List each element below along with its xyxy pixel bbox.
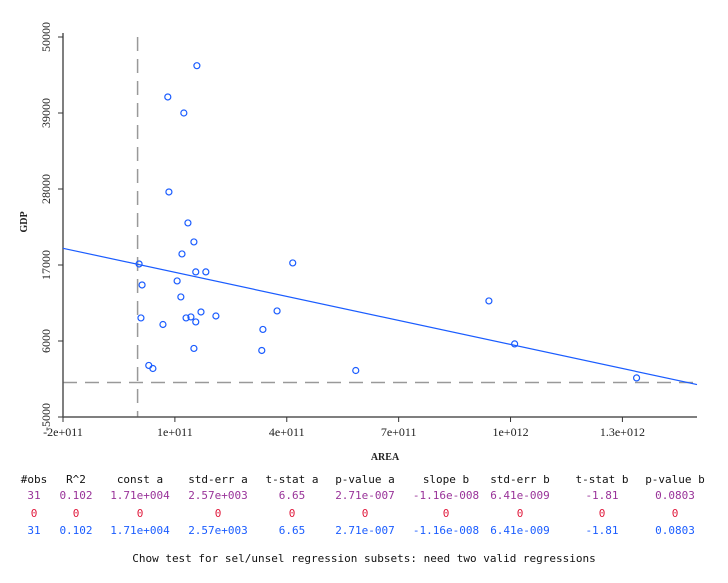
- x-tick-label: 7e+011: [381, 425, 417, 439]
- data-point: [177, 293, 185, 301]
- stats-cell: 0.102: [59, 489, 93, 502]
- y-tick-label: 28000: [39, 174, 53, 204]
- stats-header-row: #obs R^2 const a std-err a t-stat a p-value a…: [0, 473, 728, 489]
- data-point: [511, 340, 519, 348]
- stats-cell: 0.0803: [655, 489, 695, 502]
- x-tick-label: 1e+011: [157, 425, 193, 439]
- stats-cell: 2.57e+003: [188, 489, 248, 502]
- stats-cell: t-stat b: [575, 473, 629, 486]
- x-tick-label: 1.3e+012: [600, 425, 645, 439]
- data-point: [182, 314, 190, 322]
- stats-row: 31 0.102 1.71e+004 2.57e+003 6.65 2.71e-007 -1…: [0, 489, 728, 505]
- stats-cell: 0.102: [59, 524, 93, 537]
- stats-cell: 6.65: [278, 489, 306, 502]
- stats-cell: p-value a: [335, 473, 395, 486]
- data-point: [190, 238, 198, 246]
- data-point: [192, 268, 200, 276]
- stats-cell: 31: [27, 524, 41, 537]
- stats-cell: 0: [671, 507, 679, 520]
- x-tick-label: 1e+012: [492, 425, 528, 439]
- data-point: [212, 312, 220, 320]
- stats-cell: 0: [72, 507, 80, 520]
- stats-cell: 0: [30, 507, 38, 520]
- data-point: [190, 344, 198, 353]
- stats-cell: -1.81: [585, 489, 619, 502]
- x-axis-label: AREA: [371, 452, 400, 463]
- data-point: [145, 361, 153, 370]
- stats-cell: 0: [442, 507, 450, 520]
- stats-cell: 0: [361, 507, 369, 520]
- stats-cell: 2.57e+003: [188, 524, 248, 537]
- stats-cell: 6.65: [278, 524, 306, 537]
- stats-row: 0 0 0 0 0 0 0 0 0 0: [0, 507, 728, 523]
- y-tick-label: 39000: [39, 98, 53, 128]
- scatter-plot: -2e+011 1e+011 4e+011 7e+011 1e+012 1.3e+012 -…: [19, 22, 698, 463]
- data-point: [180, 109, 188, 117]
- stats-cell: 1.71e+004: [110, 524, 170, 537]
- data-point: [273, 307, 281, 315]
- data-point: [149, 364, 157, 373]
- data-point: [632, 374, 641, 382]
- x-tick-label: -2e+011: [43, 425, 83, 439]
- data-point: [187, 313, 195, 321]
- stats-cell: 6.41e-009: [490, 489, 550, 502]
- stats-cell: -1.16e-008: [412, 489, 480, 502]
- stats-cell: std-err a: [188, 473, 248, 486]
- stats-cell: 2.71e-007: [335, 524, 395, 537]
- data-point: [135, 260, 143, 268]
- y-tick-label: -5000: [39, 403, 53, 431]
- y-tick-label: 17000: [39, 250, 53, 280]
- stats-cell: 0: [136, 507, 144, 520]
- data-point: [165, 188, 173, 196]
- stats-cell: 2.71e-007: [335, 489, 395, 502]
- data-point: [137, 314, 145, 322]
- data-point: [258, 346, 266, 355]
- stats-cell: -1.81: [585, 524, 619, 537]
- stats-cell: 0.0803: [655, 524, 695, 537]
- data-point: [259, 325, 267, 334]
- y-axis-label: GDP: [19, 211, 30, 232]
- stats-cell: 0: [516, 507, 524, 520]
- data-point: [159, 320, 167, 329]
- stats-cell: 31: [27, 489, 41, 502]
- stats-cell: -1.16e-008: [412, 524, 480, 537]
- data-point: [178, 250, 186, 258]
- stats-cell: slope b: [422, 473, 470, 486]
- stats-row: 31 0.102 1.71e+004 2.57e+003 6.65 2.71e-007 -1…: [0, 524, 728, 540]
- y-tick-label: 6000: [39, 329, 53, 353]
- stats-cell: 1.71e+004: [110, 489, 170, 502]
- stats-cell: 0: [288, 507, 296, 520]
- stats-cell: 6.41e-009: [490, 524, 550, 537]
- data-point: [193, 62, 201, 70]
- data-point: [352, 366, 360, 375]
- stats-cell: 0: [214, 507, 222, 520]
- stats-cell: p-value b: [645, 473, 705, 486]
- data-point: [485, 297, 493, 305]
- stats-cell: R^2: [66, 473, 86, 486]
- stats-cell: #obs: [20, 473, 48, 486]
- stats-cell: 0: [598, 507, 606, 520]
- stats-cell: const a: [116, 473, 164, 486]
- data-point: [197, 308, 205, 316]
- data-point: [173, 277, 181, 285]
- stats-cell: std-err b: [490, 473, 550, 486]
- data-point: [164, 93, 172, 101]
- data-point: [289, 259, 297, 267]
- chow-test-message: Chow test for sel/unsel regression subse…: [132, 552, 596, 565]
- regression-line: [62, 247, 698, 386]
- data-point: [202, 268, 210, 276]
- y-tick-label: 50000: [39, 22, 53, 52]
- data-point: [138, 281, 146, 289]
- x-tick-label: 4e+011: [269, 425, 305, 439]
- stats-cell: t-stat a: [265, 473, 319, 486]
- data-point: [192, 318, 200, 326]
- data-point: [184, 219, 192, 227]
